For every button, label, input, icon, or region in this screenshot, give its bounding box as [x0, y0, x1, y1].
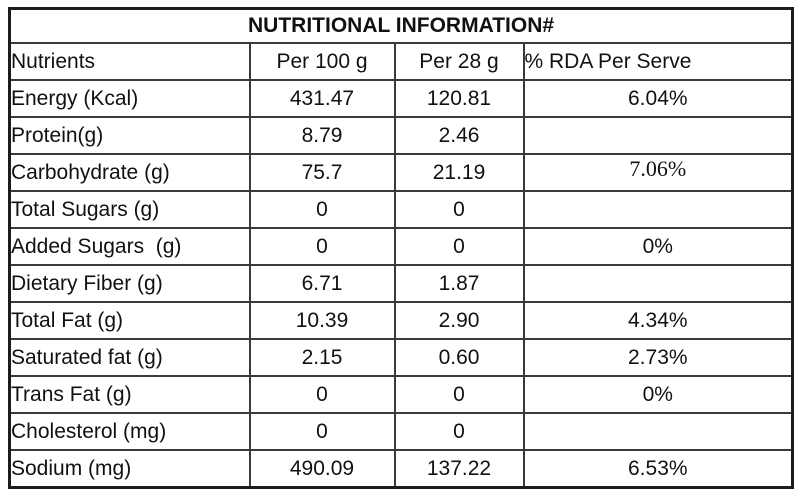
per-100g-value: 75.7	[248, 153, 396, 192]
per-100g-value: 431.47	[248, 79, 396, 118]
per-28g-value: 0	[393, 412, 525, 451]
rda-per-serve-value: 6.53%	[522, 449, 794, 489]
table-title: NUTRITIONAL INFORMATION#	[8, 7, 794, 44]
nutrient-label: Energy (Kcal)	[8, 79, 251, 118]
per-28g-value: 1.87	[393, 264, 525, 303]
rda-per-serve-value: 7.06%	[522, 153, 794, 192]
per-28g-value: 137.22	[393, 449, 525, 489]
rda-text: 6.53%	[628, 456, 688, 480]
nutrient-label: Saturated fat (g)	[8, 338, 251, 377]
table-header-row: Nutrients Per 100 g Per 28 g % RDA Per S…	[8, 42, 794, 81]
per-28g-value: 0	[393, 227, 525, 266]
rda-per-serve-value	[522, 264, 794, 303]
table-title-row: NUTRITIONAL INFORMATION#	[8, 7, 794, 44]
per-100g-value: 0	[248, 375, 396, 414]
rda-text: 6.04%	[628, 86, 688, 110]
per-100g-value: 2.15	[248, 338, 396, 377]
rda-per-serve-value: 0%	[522, 227, 794, 266]
per-28g-value: 0	[393, 375, 525, 414]
per-28g-value: 0	[393, 190, 525, 229]
rda-per-serve-value	[522, 190, 794, 229]
table-row: Cholesterol (mg) 0 0	[8, 412, 794, 451]
table-row: Added Sugars (g) 0 0 0%	[8, 227, 794, 266]
nutrient-label: Protein(g)	[8, 116, 251, 155]
table-row: Carbohydrate (g) 75.7 21.19 7.06%	[8, 153, 794, 192]
rda-per-serve-value	[522, 116, 794, 155]
rda-text: 7.06%	[629, 155, 687, 181]
nutrition-table: NUTRITIONAL INFORMATION# Nutrients Per 1…	[8, 7, 795, 489]
per-28g-value: 0.60	[393, 338, 525, 377]
per-100g-value: 10.39	[248, 301, 396, 340]
nutrient-label: Total Sugars (g)	[8, 190, 251, 229]
per-100g-value: 490.09	[248, 449, 396, 489]
table-row: Trans Fat (g) 0 0 0%	[8, 375, 794, 414]
nutrient-label: Dietary Fiber (g)	[8, 264, 251, 303]
per-100g-value: 8.79	[248, 116, 396, 155]
header-nutrients: Nutrients	[8, 42, 251, 81]
table-row: Energy (Kcal) 431.47 120.81 6.04%	[8, 79, 794, 118]
header-per-28g: Per 28 g	[393, 42, 525, 81]
nutrient-label: Total Fat (g)	[8, 301, 251, 340]
rda-text: 4.34%	[628, 308, 688, 332]
per-100g-value: 6.71	[248, 264, 396, 303]
nutrient-label: Carbohydrate (g)	[8, 153, 251, 192]
table-row: Saturated fat (g) 2.15 0.60 2.73%	[8, 338, 794, 377]
nutrient-label: Added Sugars (g)	[8, 227, 251, 266]
table-row: Total Fat (g) 10.39 2.90 4.34%	[8, 301, 794, 340]
per-100g-value: 0	[248, 227, 396, 266]
per-28g-value: 21.19	[393, 153, 525, 192]
per-100g-value: 0	[248, 190, 396, 229]
table-row: Sodium (mg) 490.09 137.22 6.53%	[8, 449, 794, 489]
per-100g-value: 0	[248, 412, 396, 451]
rda-per-serve-value: 6.04%	[522, 79, 794, 118]
nutrient-label: Sodium (mg)	[8, 449, 251, 489]
nutrient-label: Trans Fat (g)	[8, 375, 251, 414]
rda-text: 0%	[642, 234, 673, 258]
table-row: Dietary Fiber (g) 6.71 1.87	[8, 264, 794, 303]
table-row: Protein(g) 8.79 2.46	[8, 116, 794, 155]
rda-text: 2.73%	[628, 345, 688, 369]
rda-text: 0%	[642, 382, 673, 406]
header-per-100g: Per 100 g	[248, 42, 396, 81]
rda-per-serve-value: 2.73%	[522, 338, 794, 377]
table-row: Total Sugars (g) 0 0	[8, 190, 794, 229]
header-rda-per-serve: % RDA Per Serve	[522, 42, 794, 81]
nutrient-label: Cholesterol (mg)	[8, 412, 251, 451]
per-28g-value: 120.81	[393, 79, 525, 118]
per-28g-value: 2.90	[393, 301, 525, 340]
per-28g-value: 2.46	[393, 116, 525, 155]
rda-per-serve-value: 0%	[522, 375, 794, 414]
rda-per-serve-value	[522, 412, 794, 451]
rda-per-serve-value: 4.34%	[522, 301, 794, 340]
